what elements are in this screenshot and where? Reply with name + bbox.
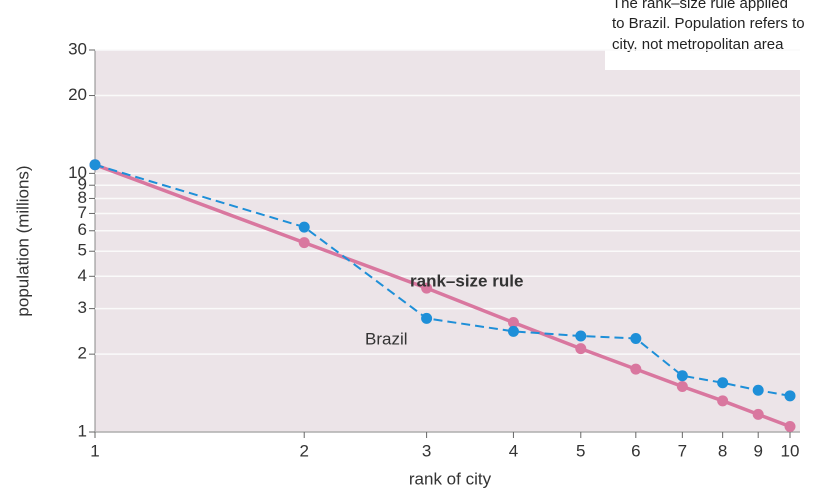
data-point	[298, 237, 310, 249]
y-tick-label: 7	[78, 203, 87, 222]
y-tick-label: 20	[68, 85, 87, 104]
x-tick-label: 1	[90, 441, 99, 460]
x-tick-label: 8	[718, 441, 727, 460]
x-tick-label: 6	[631, 441, 640, 460]
series-line	[94, 163, 791, 429]
data-point	[676, 370, 688, 382]
y-tick-label: 5	[78, 241, 87, 260]
x-tick-label: 3	[422, 441, 431, 460]
y-tick-label: 9	[78, 175, 87, 194]
annotation-box	[605, 0, 815, 70]
data-point	[784, 421, 796, 433]
data-point	[575, 343, 587, 355]
x-tick-label: 10	[781, 441, 800, 460]
data-point	[676, 380, 688, 392]
plot-area	[95, 50, 800, 432]
x-tick-label: 4	[509, 441, 518, 460]
data-point	[784, 390, 796, 402]
data-point	[717, 377, 729, 389]
data-point	[752, 408, 764, 420]
y-tick-label: 8	[78, 188, 87, 207]
x-tick-label: 7	[678, 441, 687, 460]
data-point	[89, 159, 101, 171]
y-axis-label: population (millions)	[13, 165, 32, 316]
data-point	[575, 330, 587, 342]
x-axis-label: rank of city	[409, 469, 492, 488]
y-tick-label: 4	[78, 266, 87, 285]
series-label: rank–size rule	[410, 271, 523, 290]
y-tick-label: 30	[68, 39, 87, 58]
data-point	[507, 325, 519, 337]
series-label: Brazil	[365, 329, 408, 348]
data-point	[630, 332, 642, 344]
data-point	[421, 282, 433, 294]
x-tick-label: 5	[576, 441, 585, 460]
data-point	[507, 317, 519, 329]
y-tick-label: 10	[68, 163, 87, 182]
annotation: The rank–size rule applied	[612, 0, 788, 12]
data-point	[717, 395, 729, 407]
y-tick-label: 3	[78, 298, 87, 317]
y-tick-label: 6	[78, 220, 87, 239]
x-tick-label: 2	[299, 441, 308, 460]
data-point	[421, 312, 433, 324]
data-point	[298, 221, 310, 233]
y-tick-label: 1	[78, 421, 87, 440]
series-line	[94, 163, 791, 397]
data-point	[630, 363, 642, 375]
data-point	[752, 384, 764, 396]
annotation: to Brazil. Population refers to	[612, 15, 805, 32]
x-tick-label: 9	[753, 441, 762, 460]
y-tick-label: 2	[78, 344, 87, 363]
annotation: city, not metropolitan area	[612, 36, 784, 53]
